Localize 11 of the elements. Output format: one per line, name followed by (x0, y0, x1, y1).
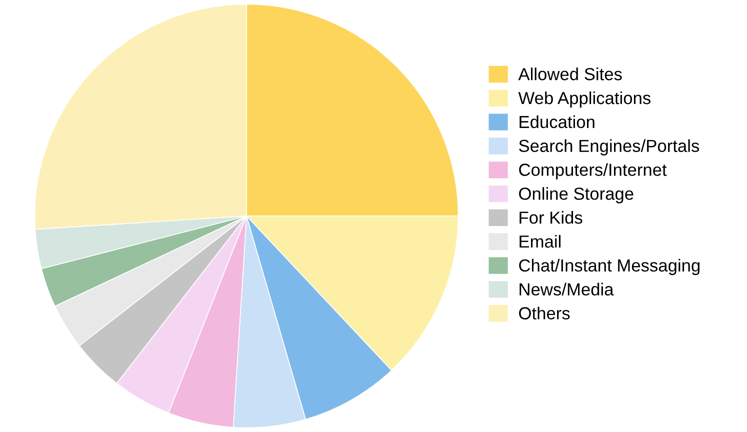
legend-label: Search Engines/Portals (519, 139, 700, 156)
legend-label: Online Storage (519, 187, 634, 204)
legend-label: Web Applications (518, 91, 650, 108)
legend-label: Education (520, 115, 594, 128)
legend-label: Others (519, 306, 570, 320)
legend-label: Computers/Internet (519, 163, 667, 180)
legend-label: Allowed Sites (518, 68, 622, 80)
legend-label: Email (520, 234, 560, 248)
legend-label: News/Media (520, 282, 614, 296)
legend-label: For Kids (520, 211, 582, 224)
legend-label: Chat/Instant Messaging (519, 258, 700, 276)
